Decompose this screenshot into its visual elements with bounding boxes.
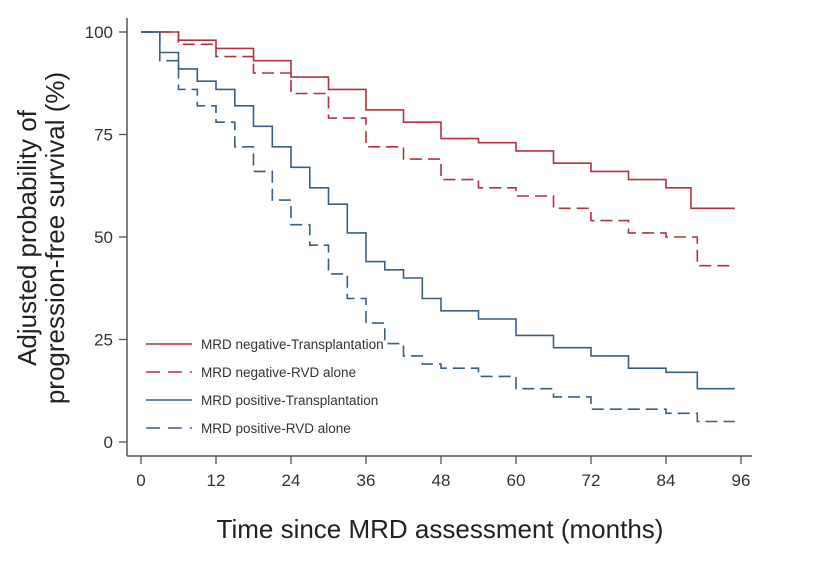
legend: MRD negative-Transplantation MRD negative… bbox=[146, 337, 384, 436]
y-tick-label: 50 bbox=[94, 228, 113, 247]
x-tick-label: 36 bbox=[357, 471, 376, 490]
x-tick-label: 96 bbox=[732, 471, 751, 490]
legend-label: MRD positive-Transplantation bbox=[201, 393, 378, 408]
x-tick-label: 0 bbox=[136, 471, 145, 490]
y-tick-label: 100 bbox=[85, 23, 113, 42]
y-tick-label: 75 bbox=[94, 126, 113, 145]
x-tick-label: 48 bbox=[432, 471, 451, 490]
legend-label: MRD negative-RVD alone bbox=[201, 365, 356, 380]
y-axis-title-line-1: Adjusted probability of bbox=[12, 109, 42, 366]
x-tick-label: 24 bbox=[282, 471, 301, 490]
series-line-1 bbox=[141, 31, 735, 210]
x-tick-label: 72 bbox=[582, 471, 601, 490]
x-tick-label: 60 bbox=[507, 471, 526, 490]
y-axis-title-line-2: progression-free survival (%) bbox=[40, 72, 70, 404]
x-axis-title: Time since MRD assessment (months) bbox=[217, 514, 664, 544]
x-tick-label: 12 bbox=[207, 471, 226, 490]
y-ticks: 0 25 50 75 100 bbox=[85, 23, 127, 452]
x-ticks: 0 12 24 36 48 60 72 84 96 bbox=[136, 456, 750, 490]
legend-label: MRD negative-Transplantation bbox=[201, 337, 384, 352]
series-line-4 bbox=[141, 31, 735, 423]
x-tick-label: 84 bbox=[657, 471, 676, 490]
series-line-2 bbox=[141, 31, 735, 267]
legend-label: MRD positive-RVD alone bbox=[201, 421, 351, 436]
y-tick-label: 25 bbox=[94, 331, 113, 350]
series-group bbox=[141, 31, 735, 423]
y-tick-label: 0 bbox=[104, 433, 113, 452]
axes bbox=[126, 18, 752, 457]
series-line-3 bbox=[141, 31, 735, 390]
